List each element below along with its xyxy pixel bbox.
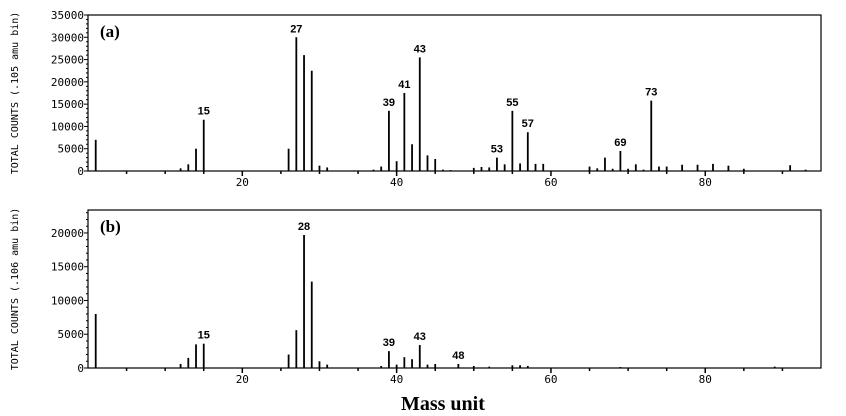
panel-label: (a) [100, 22, 120, 41]
x-axis-title: Mass unit [401, 393, 485, 415]
x-tick-label: 40 [390, 176, 403, 189]
y-tick-label: 30000 [51, 31, 84, 44]
y-tick-label: 35000 [51, 9, 84, 22]
peak-label: 39 [383, 337, 395, 349]
panel-a: 0 5000 10000 15000 20000 25000 30000 35000 20 40 6… [10, 9, 822, 189]
y-tick-label: 5000 [58, 328, 85, 341]
y-tick-label: 20000 [51, 76, 84, 89]
peak-label: 57 [522, 118, 534, 130]
plot-frame [87, 209, 822, 369]
peak-label: 73 [645, 87, 657, 99]
x-tick-label: 60 [544, 176, 557, 189]
y-tick-label: 15000 [51, 98, 84, 111]
peak-label: 28 [298, 221, 310, 233]
panel-label: (b) [100, 217, 121, 236]
y-tick-label: 25000 [51, 54, 84, 67]
peak-label: 15 [198, 330, 210, 342]
peak-label: 48 [452, 350, 464, 362]
y-tick-label: 10000 [51, 294, 84, 307]
y-tick-label: 15000 [51, 261, 84, 274]
panel-b: 0 5000 10000 15000 20000 20 40 60 80 15 28 39 43 48 (b… [10, 208, 822, 415]
y-tick-label: 10000 [51, 120, 84, 133]
peak-label: 69 [614, 137, 626, 149]
peak-label: 53 [491, 144, 503, 156]
x-tick-label: 80 [699, 373, 712, 386]
x-tick-label: 20 [236, 373, 249, 386]
peak-label: 43 [414, 43, 426, 55]
x-tick-label: 40 [390, 373, 403, 386]
peak-label: 43 [414, 331, 426, 343]
y-axis-title: TOTAL COUNTS (.106 amu bin) [10, 208, 21, 371]
y-tick-label: 5000 [58, 143, 85, 156]
y-tick-label: 20000 [51, 227, 84, 240]
x-tick-label: 20 [236, 176, 249, 189]
peak-label: 15 [198, 106, 210, 118]
peak-label: 55 [506, 97, 518, 109]
peak-label: 27 [290, 23, 302, 35]
plot-frame [87, 14, 822, 172]
x-tick-label: 60 [544, 373, 557, 386]
peak-label: 39 [383, 97, 395, 109]
y-axis-title: TOTAL COUNTS (.105 amu bin) [10, 12, 21, 175]
peak-label: 41 [398, 79, 410, 91]
y-tick-label: 0 [77, 165, 84, 178]
y-tick-label: 0 [77, 362, 84, 375]
x-tick-label: 80 [699, 176, 712, 189]
